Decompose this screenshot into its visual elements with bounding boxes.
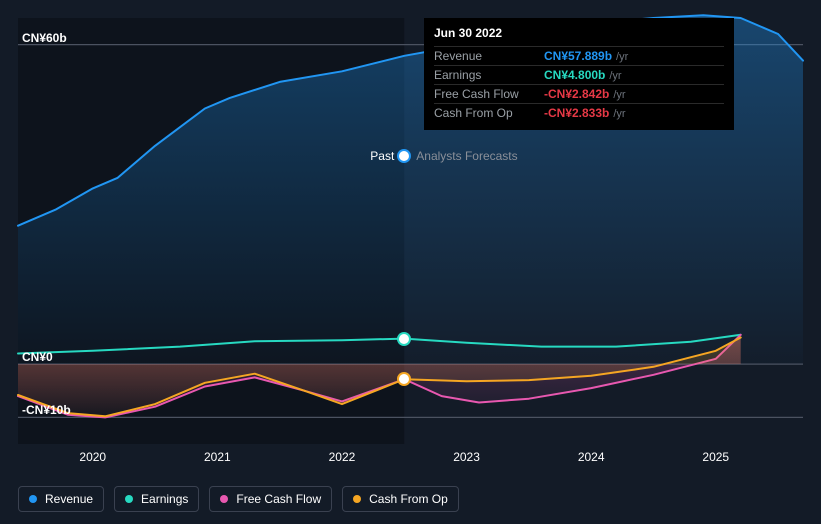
- y-axis-label: CN¥60b: [22, 31, 67, 45]
- legend-item-revenue[interactable]: Revenue: [18, 486, 104, 512]
- legend-item-label: Free Cash Flow: [236, 492, 321, 506]
- tooltip-row-label: Earnings: [434, 68, 544, 82]
- tooltip-row-label: Free Cash Flow: [434, 87, 544, 101]
- tooltip-row-value: CN¥57.889b: [544, 49, 612, 63]
- legend-dot-icon: [220, 495, 228, 503]
- chart-marker: [399, 151, 409, 161]
- legend-dot-icon: [29, 495, 37, 503]
- x-axis-label: 2025: [702, 450, 729, 464]
- x-axis-label: 2021: [204, 450, 231, 464]
- chart-marker: [399, 334, 409, 344]
- y-axis-label: CN¥0: [22, 350, 53, 364]
- x-axis-label: 2020: [79, 450, 106, 464]
- chart-marker: [399, 374, 409, 384]
- tooltip-row: Free Cash Flow-CN¥2.842b/yr: [434, 84, 724, 103]
- tooltip-rows: RevenueCN¥57.889b/yrEarningsCN¥4.800b/yr…: [434, 46, 724, 122]
- forecast-label: Analysts Forecasts: [416, 149, 517, 163]
- legend-dot-icon: [353, 495, 361, 503]
- tooltip-row-value: -CN¥2.842b: [544, 87, 609, 101]
- x-axis-label: 2024: [578, 450, 605, 464]
- x-axis-label: 2023: [453, 450, 480, 464]
- legend-dot-icon: [125, 495, 133, 503]
- past-label: Past: [370, 149, 394, 163]
- legend-item-label: Cash From Op: [369, 492, 448, 506]
- tooltip-row-suffix: /yr: [613, 108, 625, 120]
- tooltip-row-value: CN¥4.800b: [544, 68, 605, 82]
- tooltip-row: Cash From Op-CN¥2.833b/yr: [434, 103, 724, 122]
- tooltip-row: EarningsCN¥4.800b/yr: [434, 65, 724, 84]
- legend-item-label: Earnings: [141, 492, 188, 506]
- y-axis-label: -CN¥10b: [22, 403, 71, 417]
- tooltip-row-suffix: /yr: [609, 70, 621, 82]
- legend-item-fcf[interactable]: Free Cash Flow: [209, 486, 332, 512]
- tooltip-row-value: -CN¥2.833b: [544, 106, 609, 120]
- tooltip-row-suffix: /yr: [616, 51, 628, 63]
- legend-item-label: Revenue: [45, 492, 93, 506]
- tooltip-row: RevenueCN¥57.889b/yr: [434, 46, 724, 65]
- tooltip-row-suffix: /yr: [613, 89, 625, 101]
- tooltip-row-label: Cash From Op: [434, 106, 544, 120]
- chart-legend: Revenue Earnings Free Cash Flow Cash From O…: [18, 486, 459, 512]
- legend-item-cfo[interactable]: Cash From Op: [342, 486, 459, 512]
- legend-item-earnings[interactable]: Earnings: [114, 486, 199, 512]
- x-axis-label: 2022: [329, 450, 356, 464]
- earnings-forecast-chart: Jun 30 2022 RevenueCN¥57.889b/yrEarnings…: [0, 0, 821, 524]
- tooltip-row-label: Revenue: [434, 49, 544, 63]
- tooltip-date: Jun 30 2022: [434, 26, 724, 44]
- chart-tooltip: Jun 30 2022 RevenueCN¥57.889b/yrEarnings…: [424, 18, 734, 130]
